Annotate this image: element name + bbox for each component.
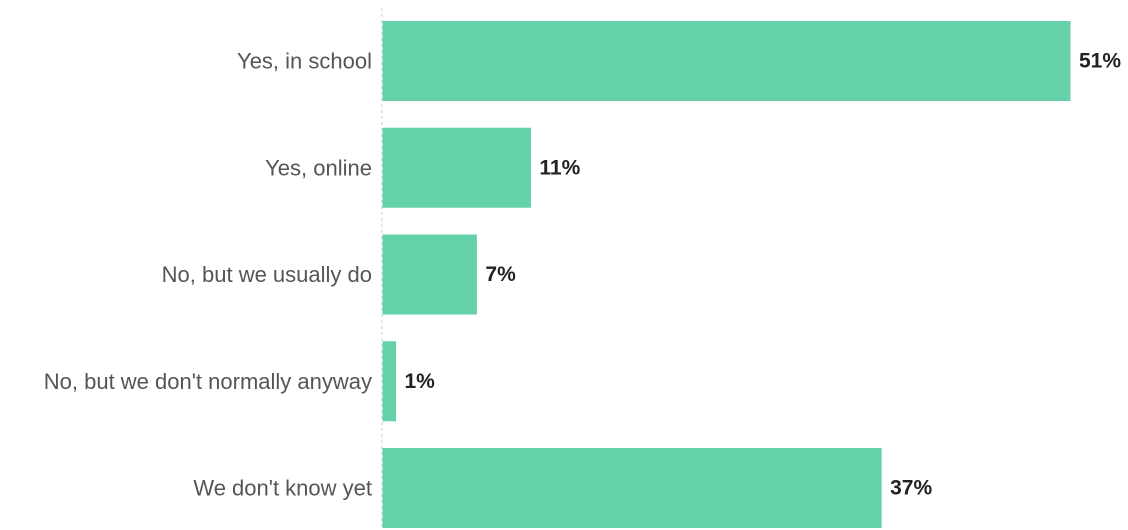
category-label-4: We don't know yet	[193, 476, 372, 501]
bar-2	[382, 234, 477, 315]
category-labels-group: Yes, in school Yes, online No, but we usua…	[44, 49, 372, 501]
category-label-3: No, but we don't normally anyway	[44, 369, 372, 394]
bar-3	[382, 341, 396, 422]
category-label-1: Yes, online	[265, 155, 372, 180]
value-label-4: 37%	[890, 477, 932, 500]
value-label-0: 51%	[1079, 50, 1121, 73]
category-label-0: Yes, in school	[237, 49, 372, 74]
value-label-2: 7%	[485, 263, 516, 286]
category-label-2: No, but we usually do	[162, 262, 372, 287]
bar-1	[382, 127, 531, 208]
value-label-1: 11%	[539, 156, 580, 179]
value-label-3: 1%	[404, 370, 435, 393]
value-labels-group: 51% 11% 7% 1% 37%	[404, 50, 1121, 500]
bars-group	[382, 21, 1071, 528]
bar-0	[382, 21, 1071, 101]
bar-4	[382, 448, 882, 528]
